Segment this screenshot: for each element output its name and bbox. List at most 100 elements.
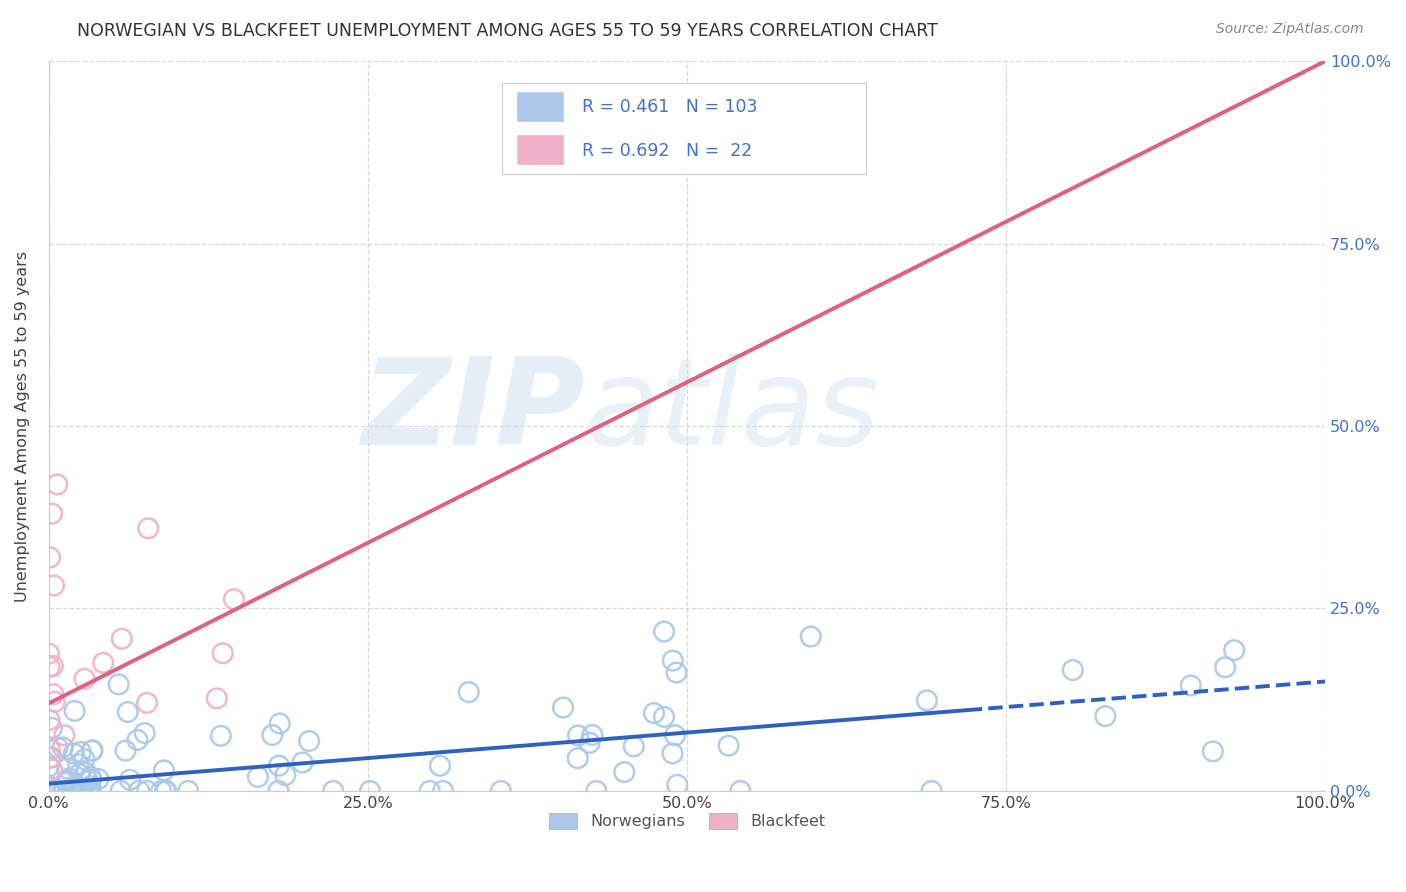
Point (41, 507, 63, 521)
Point (153, 764, 176, 778)
Point (53, 728, 76, 742)
Point (79, 770, 101, 784)
Point (87, 772, 110, 786)
Point (42, 659, 65, 673)
Point (45, 784, 67, 798)
Legend: Norwegians, Blackfeet: Norwegians, Blackfeet (543, 806, 832, 836)
Point (73, 672, 96, 686)
Point (114, 744, 136, 758)
Point (80, 784, 103, 798)
Point (662, 654, 685, 668)
Point (38, 713, 60, 727)
Point (53, 784, 76, 798)
Point (118, 772, 141, 787)
Point (73, 752, 96, 766)
Point (80, 772, 103, 787)
Text: Source: ZipAtlas.com: Source: ZipAtlas.com (1216, 22, 1364, 37)
Point (42, 687, 65, 701)
Point (134, 726, 156, 740)
Point (45, 784, 67, 798)
Point (52, 740, 75, 755)
Point (585, 784, 607, 798)
Point (800, 630, 823, 644)
Point (136, 784, 159, 798)
Point (128, 784, 150, 798)
Point (457, 685, 479, 699)
Point (567, 729, 589, 743)
Point (58, 772, 80, 786)
Point (70, 784, 93, 798)
Point (665, 665, 688, 680)
Point (42, 578, 65, 592)
Point (67, 757, 90, 772)
Point (44, 695, 66, 709)
Point (52, 784, 75, 798)
Point (62, 781, 84, 796)
Point (652, 624, 675, 639)
Point (48, 784, 70, 798)
Point (262, 728, 284, 742)
Point (1213, 660, 1236, 674)
Point (205, 691, 228, 706)
Point (581, 728, 603, 742)
Point (664, 728, 686, 742)
Point (38, 779, 60, 793)
Point (107, 677, 129, 691)
Point (269, 716, 291, 731)
Point (67, 767, 90, 781)
Point (41, 750, 63, 764)
Point (150, 784, 173, 798)
Point (46, 740, 69, 755)
Point (39, 784, 62, 798)
Point (56, 762, 79, 776)
Point (1062, 663, 1084, 677)
Point (267, 784, 290, 798)
Point (91, 656, 114, 670)
Point (613, 765, 636, 780)
Point (46, 477, 69, 491)
Point (42, 784, 65, 798)
Point (72, 782, 94, 797)
Point (46, 784, 69, 798)
Point (69, 745, 91, 759)
Point (38, 647, 60, 661)
Point (80, 744, 103, 758)
Point (79, 779, 101, 793)
Point (46, 784, 69, 798)
Point (915, 693, 938, 707)
Point (63, 704, 86, 718)
Point (75, 784, 97, 798)
Point (38, 759, 60, 773)
Point (155, 784, 177, 798)
Point (1202, 744, 1225, 758)
Point (578, 736, 600, 750)
Point (117, 705, 139, 719)
Point (55, 775, 77, 789)
Point (111, 632, 134, 646)
Point (652, 710, 675, 724)
Point (136, 696, 159, 710)
Point (127, 733, 149, 747)
Point (41, 721, 63, 735)
Point (1094, 709, 1116, 723)
Point (38, 743, 60, 757)
Point (419, 784, 441, 798)
Point (643, 706, 665, 720)
Point (209, 729, 232, 743)
Point (567, 751, 589, 765)
Point (41, 762, 63, 776)
Point (551, 700, 574, 714)
Point (110, 784, 132, 798)
Point (298, 734, 321, 748)
Y-axis label: Unemployment Among Ages 55 to 59 years: Unemployment Among Ages 55 to 59 years (15, 251, 30, 601)
Point (623, 739, 645, 754)
Point (39, 550, 62, 565)
Point (82, 743, 104, 757)
Point (75, 765, 97, 780)
Point (38, 784, 60, 798)
Point (39, 784, 62, 798)
Point (359, 784, 381, 798)
Point (717, 739, 740, 753)
Text: atlas: atlas (585, 353, 880, 470)
Point (38, 784, 60, 798)
